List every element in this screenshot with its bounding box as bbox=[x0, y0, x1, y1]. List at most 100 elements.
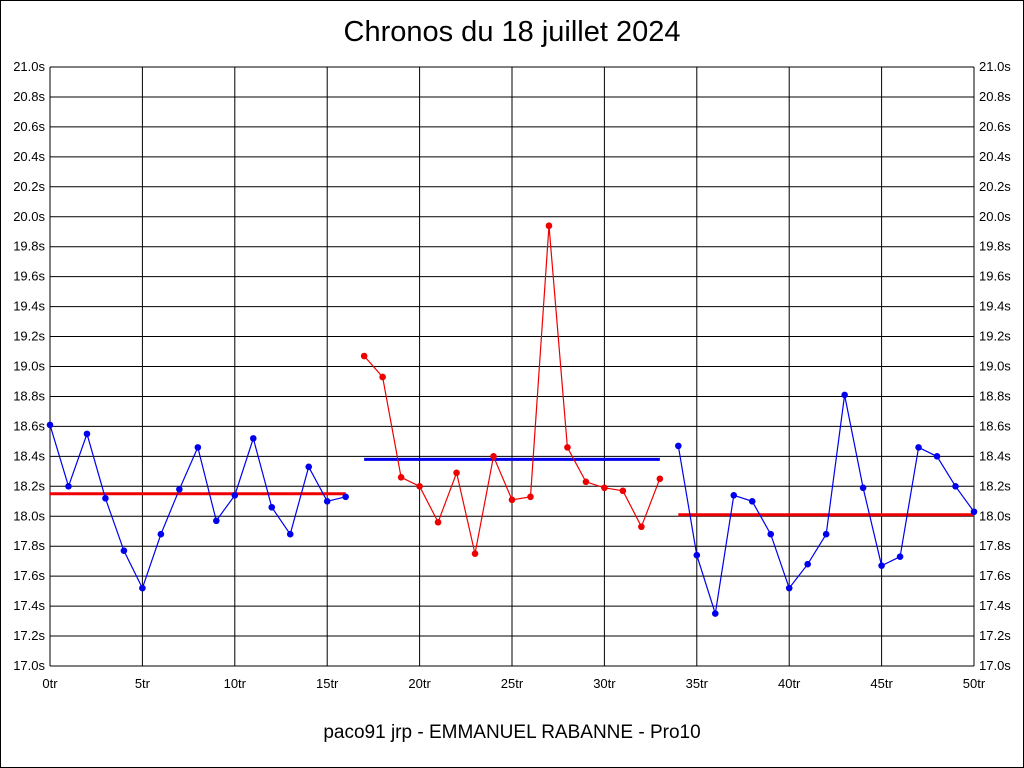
x-tick-label: 25tr bbox=[501, 676, 524, 691]
data-point bbox=[305, 463, 313, 471]
data-point bbox=[656, 475, 664, 483]
y-tick-label-left: 17.0s bbox=[13, 658, 45, 673]
data-point bbox=[785, 584, 793, 592]
y-tick-label-right: 21.0s bbox=[979, 59, 1011, 74]
data-point bbox=[249, 435, 257, 442]
y-tick-label-left: 18.8s bbox=[13, 388, 45, 403]
y-tick-label-right: 19.6s bbox=[979, 269, 1011, 284]
y-tick-label-right: 20.4s bbox=[979, 149, 1011, 164]
y-tick-label-left: 18.0s bbox=[13, 508, 45, 523]
x-tick-label: 35tr bbox=[686, 676, 709, 691]
data-point bbox=[767, 530, 775, 538]
y-tick-label-right: 17.0s bbox=[979, 658, 1011, 673]
data-point bbox=[730, 491, 738, 499]
data-point bbox=[564, 444, 571, 451]
y-tick-label-left: 20.2s bbox=[13, 179, 45, 194]
data-point bbox=[859, 484, 867, 492]
chart-title: Chronos du 18 juillet 2024 bbox=[343, 16, 681, 48]
data-point bbox=[915, 444, 922, 451]
y-tick-label-left: 19.4s bbox=[13, 299, 45, 314]
data-point bbox=[176, 485, 183, 493]
data-point bbox=[83, 430, 91, 438]
data-point bbox=[434, 518, 442, 526]
x-tick-label: 45tr bbox=[870, 676, 893, 691]
data-point bbox=[970, 508, 978, 516]
y-tick-label-right: 20.2s bbox=[979, 179, 1011, 194]
x-tick-label: 5tr bbox=[135, 676, 151, 691]
data-point bbox=[711, 610, 719, 617]
y-tick-label-right: 20.6s bbox=[979, 119, 1011, 134]
y-tick-label-left: 20.6s bbox=[13, 119, 45, 134]
data-point bbox=[453, 469, 460, 477]
y-tick-label-right: 19.4s bbox=[979, 299, 1011, 314]
y-tick-label-right: 17.6s bbox=[979, 568, 1011, 583]
x-tick-label: 30tr bbox=[593, 676, 616, 691]
y-tick-label-right: 19.0s bbox=[979, 359, 1011, 374]
y-tick-label-left: 19.8s bbox=[13, 239, 45, 254]
y-tick-label-left: 20.8s bbox=[13, 89, 45, 104]
data-point bbox=[545, 222, 553, 230]
data-point bbox=[748, 497, 756, 505]
data-point bbox=[120, 547, 128, 554]
data-point bbox=[268, 503, 276, 511]
y-tick-label-right: 19.2s bbox=[979, 329, 1011, 344]
data-point bbox=[582, 478, 590, 486]
data-point bbox=[379, 373, 386, 381]
data-point bbox=[896, 553, 904, 560]
data-point bbox=[601, 484, 608, 492]
data-point bbox=[360, 352, 368, 360]
x-tick-label: 15tr bbox=[316, 676, 339, 691]
data-point bbox=[508, 496, 516, 504]
x-tick-label: 50tr bbox=[963, 676, 986, 691]
data-point bbox=[933, 453, 941, 460]
y-tick-label-right: 17.8s bbox=[979, 538, 1011, 553]
data-point bbox=[416, 483, 423, 490]
y-tick-label-left: 21.0s bbox=[13, 59, 45, 74]
y-tick-label-right: 19.8s bbox=[979, 239, 1011, 254]
data-point bbox=[286, 530, 294, 538]
y-tick-label-right: 20.8s bbox=[979, 89, 1011, 104]
data-point bbox=[157, 530, 165, 538]
y-tick-label-left: 18.6s bbox=[13, 418, 45, 433]
data-point bbox=[342, 493, 349, 501]
x-tick-label: 0tr bbox=[42, 676, 58, 691]
y-tick-label-left: 19.0s bbox=[13, 359, 45, 374]
y-tick-label-right: 18.8s bbox=[979, 388, 1011, 403]
data-point bbox=[231, 491, 239, 499]
data-point bbox=[46, 421, 54, 429]
y-tick-label-left: 19.2s bbox=[13, 329, 45, 344]
y-tick-label-left: 20.4s bbox=[13, 149, 45, 164]
y-tick-label-left: 17.2s bbox=[13, 628, 45, 643]
data-point bbox=[675, 442, 682, 450]
y-tick-label-left: 17.8s bbox=[13, 538, 45, 553]
data-point bbox=[65, 483, 72, 490]
series-line bbox=[677, 394, 975, 614]
y-tick-label-right: 18.0s bbox=[979, 508, 1011, 523]
data-point bbox=[841, 391, 848, 399]
y-tick-label-left: 19.6s bbox=[13, 269, 45, 284]
data-point bbox=[804, 560, 811, 568]
y-tick-label-right: 17.2s bbox=[979, 628, 1011, 643]
y-tick-label-right: 18.4s bbox=[979, 448, 1011, 463]
data-point bbox=[878, 562, 885, 569]
y-tick-label-left: 17.4s bbox=[13, 598, 45, 613]
chart-footer: paco91 jrp - EMMANUEL RABANNE - Pro10 bbox=[323, 722, 701, 743]
data-point bbox=[638, 523, 645, 531]
data-point bbox=[471, 550, 479, 557]
data-point bbox=[490, 453, 497, 460]
y-tick-label-left: 18.2s bbox=[13, 478, 45, 493]
data-point bbox=[194, 444, 202, 451]
y-tick-label-right: 17.4s bbox=[979, 598, 1011, 613]
data-point bbox=[693, 551, 701, 559]
data-point bbox=[102, 494, 109, 502]
y-tick-label-left: 17.6s bbox=[13, 568, 45, 583]
data-point bbox=[822, 530, 830, 538]
y-tick-label-right: 18.6s bbox=[979, 418, 1011, 433]
y-tick-label-right: 18.2s bbox=[979, 478, 1011, 493]
data-point bbox=[213, 517, 220, 525]
data-point bbox=[397, 474, 405, 481]
y-tick-label-left: 18.4s bbox=[13, 448, 45, 463]
data-point bbox=[527, 493, 534, 501]
data-point bbox=[952, 483, 959, 490]
